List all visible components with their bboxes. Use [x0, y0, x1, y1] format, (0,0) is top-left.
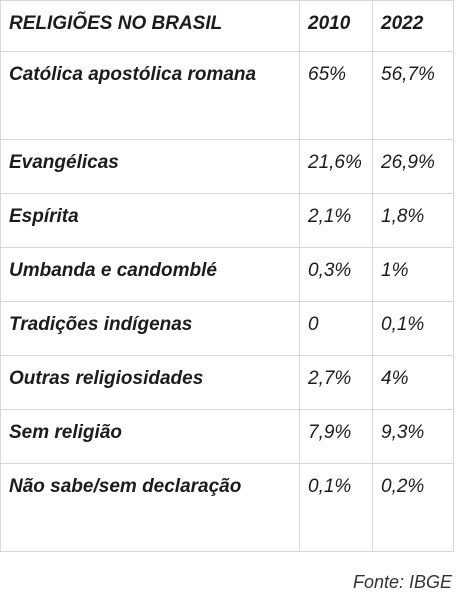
header-2010: 2010 — [299, 0, 373, 52]
header-2022: 2022 — [372, 0, 454, 52]
value-2022: 4% — [372, 355, 454, 410]
value-2010: 0,1% — [299, 463, 373, 552]
row-label: Outras religiosidades — [0, 355, 300, 410]
table-row: Católica apostólica romana 65% 56,7% — [0, 51, 454, 140]
row-label: Não sabe/sem declaração — [0, 463, 300, 552]
table-row: Tradições indígenas 0 0,1% — [0, 301, 454, 356]
value-2022: 9,3% — [372, 409, 454, 464]
table-row: Evangélicas 21,6% 26,9% — [0, 139, 454, 194]
row-label: Umbanda e candomblé — [0, 247, 300, 302]
row-label: Evangélicas — [0, 139, 300, 194]
table-row: Outras religiosidades 2,7% 4% — [0, 355, 454, 410]
value-2010: 7,9% — [299, 409, 373, 464]
table-row: Sem religião 7,9% 9,3% — [0, 409, 454, 464]
row-label: Sem religião — [0, 409, 300, 464]
row-label: Tradições indígenas — [0, 301, 300, 356]
row-label: Católica apostólica romana — [0, 51, 300, 140]
table-row: Espírita 2,1% 1,8% — [0, 193, 454, 248]
value-2022: 1,8% — [372, 193, 454, 248]
value-2022: 26,9% — [372, 139, 454, 194]
religions-table-container: RELIGIÕES NO BRASIL 2010 2022 Católica a… — [0, 0, 454, 552]
table-row: Umbanda e candomblé 0,3% 1% — [0, 247, 454, 302]
row-label: Espírita — [0, 193, 300, 248]
value-2010: 65% — [299, 51, 373, 140]
value-2010: 2,7% — [299, 355, 373, 410]
value-2022: 56,7% — [372, 51, 454, 140]
table-header-row: RELIGIÕES NO BRASIL 2010 2022 — [0, 0, 454, 52]
value-2010: 0 — [299, 301, 373, 356]
value-2022: 0,1% — [372, 301, 454, 356]
value-2022: 0,2% — [372, 463, 454, 552]
value-2010: 21,6% — [299, 139, 373, 194]
value-2022: 1% — [372, 247, 454, 302]
source-caption: Fonte: IBGE — [352, 572, 452, 592]
value-2010: 0,3% — [299, 247, 373, 302]
table-row: Não sabe/sem declaração 0,1% 0,2% — [0, 463, 454, 552]
religions-table: RELIGIÕES NO BRASIL 2010 2022 Católica a… — [0, 0, 454, 552]
header-title: RELIGIÕES NO BRASIL — [0, 0, 300, 52]
value-2010: 2,1% — [299, 193, 373, 248]
